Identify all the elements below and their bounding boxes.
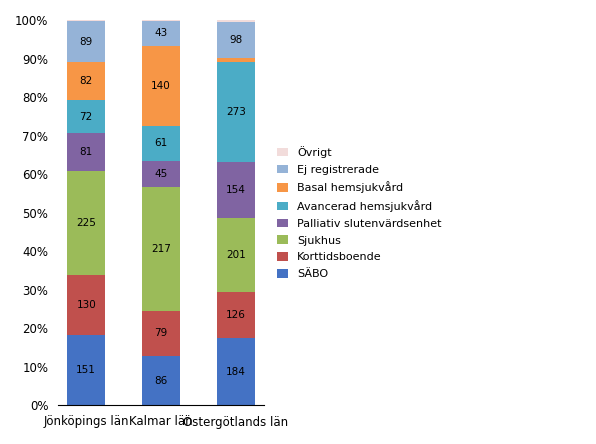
- Bar: [142, 46, 180, 126]
- Bar: [218, 22, 254, 58]
- Text: 140: 140: [151, 81, 171, 91]
- Text: 98: 98: [229, 35, 243, 45]
- Bar: [67, 20, 105, 21]
- Text: 86: 86: [154, 376, 167, 386]
- Bar: [142, 356, 180, 405]
- Bar: [142, 126, 180, 161]
- Bar: [67, 21, 105, 62]
- Text: 151: 151: [76, 365, 96, 375]
- Text: 184: 184: [226, 367, 246, 377]
- Bar: [218, 218, 254, 292]
- Bar: [218, 58, 254, 62]
- Text: 61: 61: [154, 139, 167, 148]
- Text: 273: 273: [226, 107, 246, 117]
- Text: 130: 130: [76, 300, 96, 310]
- Text: 79: 79: [154, 329, 167, 338]
- Bar: [218, 162, 254, 218]
- Bar: [67, 62, 105, 100]
- Bar: [218, 20, 254, 22]
- Text: 72: 72: [79, 112, 93, 122]
- Text: 126: 126: [226, 310, 246, 320]
- Text: 43: 43: [154, 28, 167, 39]
- Text: 45: 45: [154, 169, 167, 179]
- Bar: [142, 186, 180, 311]
- Bar: [142, 311, 180, 356]
- Text: 89: 89: [79, 36, 93, 47]
- Text: 82: 82: [79, 76, 93, 86]
- Bar: [218, 338, 254, 405]
- Text: 217: 217: [151, 244, 171, 254]
- Text: 81: 81: [79, 147, 93, 157]
- Bar: [67, 275, 105, 335]
- Bar: [67, 171, 105, 275]
- Text: 154: 154: [226, 185, 246, 195]
- Bar: [142, 21, 180, 46]
- Bar: [67, 134, 105, 171]
- Bar: [67, 335, 105, 405]
- Text: 225: 225: [76, 218, 96, 228]
- Text: 201: 201: [226, 250, 246, 260]
- Bar: [218, 292, 254, 338]
- Bar: [142, 20, 180, 21]
- Bar: [218, 62, 254, 162]
- Bar: [142, 161, 180, 186]
- Bar: [67, 100, 105, 134]
- Legend: Övrigt, Ej registrerade, Basal hemsjukvård, Avancerad hemsjukvård, Palliativ slu: Övrigt, Ej registrerade, Basal hemsjukvå…: [272, 141, 448, 285]
